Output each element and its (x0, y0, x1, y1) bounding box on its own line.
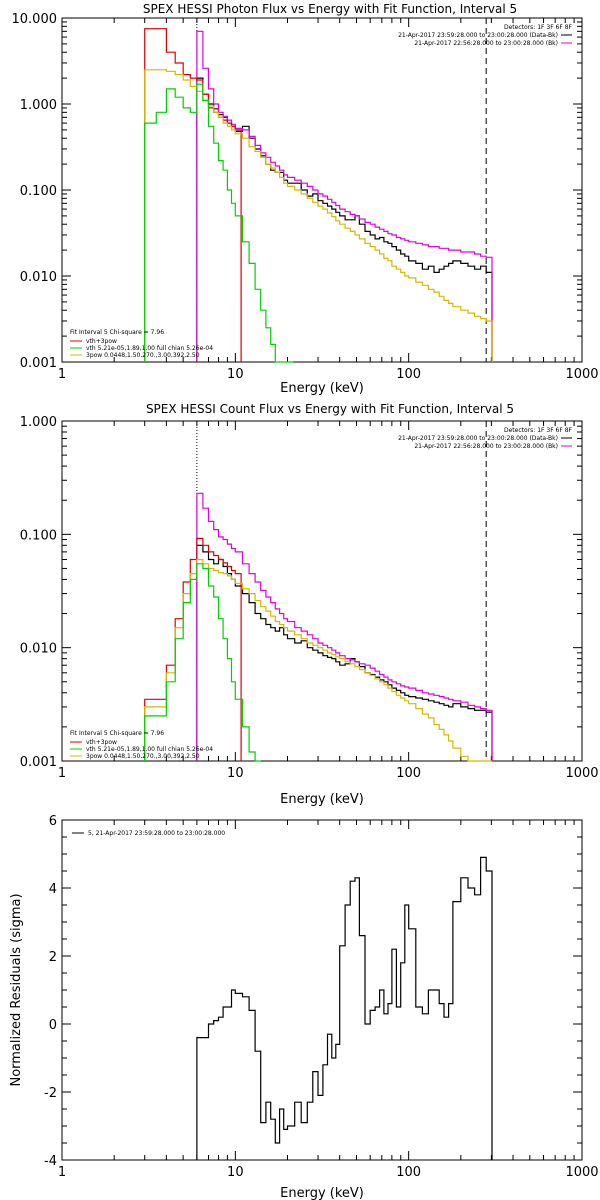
series-red (144, 28, 242, 362)
y-tick-label: 10.000 (12, 12, 58, 27)
x-tick-label: 1000 (565, 1165, 598, 1180)
y-tick-label: 1.000 (20, 415, 57, 430)
legend-fit-total-label: vth+3pow (86, 338, 117, 345)
series-black (196, 544, 493, 761)
y-tick-label: 0.001 (20, 755, 57, 770)
series-yellow (144, 69, 493, 362)
panel-residuals-ylabel: Normalized Residuals (sigma) (9, 893, 24, 1086)
panel-count-flux: SPEX HESSI Count Flux vs Energy with Fit… (20, 402, 599, 807)
y-tick-label: 4 (49, 882, 57, 897)
legend-data-bk-label: 21-Apr-2017 23:59:28.000 to 23:00:28.000… (398, 435, 558, 442)
x-tick-label: 1 (58, 766, 66, 781)
legend-fit-3pow-label: 3pow 0.0448,1.50,270.,3.00,392,2.50 (86, 352, 200, 359)
x-tick-label: 1000 (565, 367, 598, 382)
y-tick-label: 0.010 (20, 642, 57, 657)
panel-photon-flux-frame (61, 17, 583, 363)
y-tick-label: 0.100 (20, 528, 57, 543)
series-green (144, 563, 261, 762)
x-tick-label: 1000 (565, 766, 598, 781)
x-tick-label: 1 (58, 1165, 66, 1180)
legend-fit-interval-label: Fit Interval 5 Chi-square = 7.96 (70, 730, 164, 737)
legend-fit-interval-label: Fit Interval 5 Chi-square = 7.96 (70, 329, 164, 336)
panel-photon-flux-xlabel: Energy (keV) (280, 381, 364, 396)
panel-count-flux-plot: 1 10 100 1000 0.001 0.010 0.100 1.000 (20, 415, 599, 781)
x-tick-label: 10 (227, 367, 244, 382)
panel-photon-flux-plot: 1 10 100 1000 0.001 0.010 0.100 1.000 10.000 (12, 12, 599, 382)
x-tick-label: 10 (227, 1165, 244, 1180)
panel-residuals: 1 10 100 1000 -4 -2 0 2 4 6 Energy (keV) Normaliz… (9, 814, 599, 1200)
x-tick-label: 10 (227, 766, 244, 781)
series-yellow (144, 558, 492, 762)
series-green (144, 83, 294, 363)
y-tick-label: 0.001 (20, 356, 57, 371)
x-tick-label: 100 (396, 367, 421, 382)
series-magenta (196, 30, 493, 362)
legend-fit-3pow-label: 3pow 0.0448,1.50,270.,3.00,392,2.50 (86, 753, 200, 760)
legend-residuals-label: 5, 21-Apr-2017 23:59:28.000 to 23:00:28.… (88, 830, 225, 837)
legend-fit-vth-label: vth 5.21e-05,1.89,1.00 full chian 5.26e-… (86, 345, 213, 352)
panel-count-flux-legend-detectors: Detectors: 1F 3F 6F 8F 21-Apr-2017 23:59… (398, 427, 572, 450)
legend-bk-label: 21-Apr-2017 22:56:28.000 to 23:00:28.000… (414, 443, 558, 450)
x-tick-label: 1 (58, 367, 66, 382)
panel-residuals-legend: 5, 21-Apr-2017 23:59:28.000 to 23:00:28.… (72, 830, 225, 837)
panel-residuals-plot: 1 10 100 1000 -4 -2 0 2 4 6 (44, 814, 599, 1180)
panel-photon-flux: SPEX HESSI Photon Flux vs Energy with Fi… (12, 2, 599, 396)
y-tick-label: 2 (49, 950, 57, 965)
y-tick-label: -4 (44, 1154, 57, 1169)
y-tick-label: -2 (44, 1086, 57, 1101)
panel-photon-flux-title: SPEX HESSI Photon Flux vs Energy with Fi… (143, 2, 517, 16)
legend-detectors-label: Detectors: 1F 3F 6F 8F (504, 427, 573, 434)
y-tick-label: 0.010 (20, 270, 57, 285)
panel-count-flux-xlabel: Energy (keV) (280, 792, 364, 807)
y-tick-label: 6 (49, 814, 57, 829)
panel-residuals-frame (61, 819, 583, 1161)
legend-data-bk-label: 21-Apr-2017 23:59:28.000 to 23:00:28.000… (398, 32, 558, 39)
panel-residuals-xlabel: Energy (keV) (280, 1186, 364, 1200)
panel-photon-flux-legend-detectors: Detectors: 1F 3F 6F 8F 21-Apr-2017 23:59… (398, 24, 572, 47)
series-black (196, 856, 493, 1160)
x-tick-label: 100 (396, 766, 421, 781)
legend-fit-total-label: vth+3pow (86, 739, 117, 746)
legend-fit-vth-label: vth 5.21e-05,1.89,1.00 full chian 5.26e-… (86, 746, 213, 753)
legend-bk-label: 21-Apr-2017 22:56:28.000 to 23:00:28.000… (414, 40, 558, 47)
legend-detectors-label: Detectors: 1F 3F 6F 8F (504, 24, 573, 31)
panel-count-flux-frame (61, 420, 583, 762)
panel-count-flux-legend-fit: Fit Interval 5 Chi-square = 7.96 vth+3po… (70, 730, 213, 760)
y-tick-label: 0 (49, 1018, 57, 1033)
y-tick-label: 0.100 (20, 184, 57, 199)
panel-count-flux-title: SPEX HESSI Count Flux vs Energy with Fit… (146, 402, 514, 416)
y-tick-label: 1.000 (20, 98, 57, 113)
series-magenta (196, 492, 493, 761)
panel-photon-flux-legend-fit: Fit Interval 5 Chi-square = 7.96 vth+3po… (70, 329, 213, 359)
x-tick-label: 100 (396, 1165, 421, 1180)
series-red (144, 537, 242, 761)
